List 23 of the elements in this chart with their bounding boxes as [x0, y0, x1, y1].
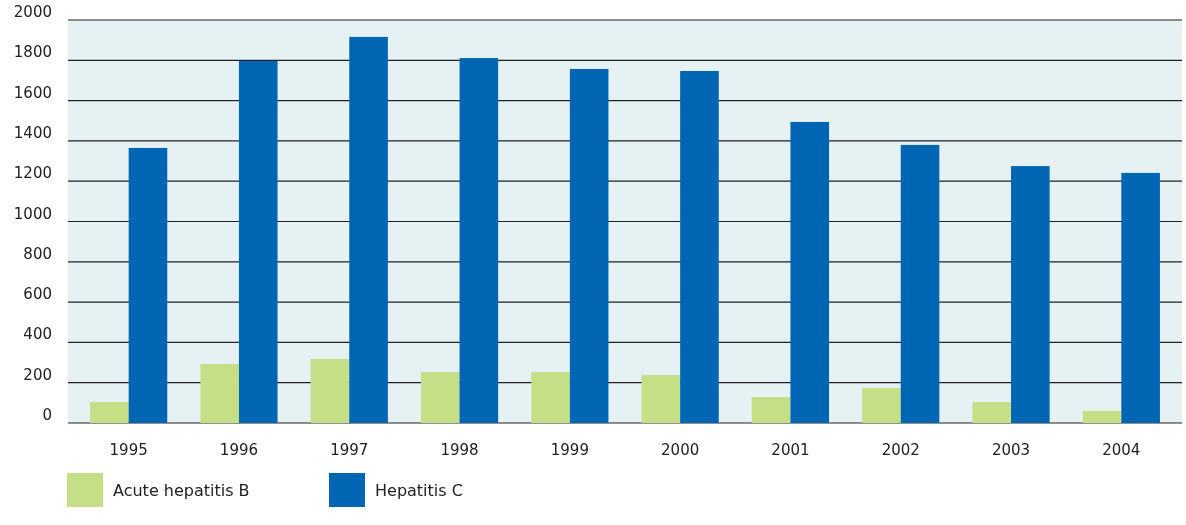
y-tick-label: 200	[23, 365, 52, 384]
y-tick-label: 1400	[13, 123, 52, 142]
y-tick-label: 800	[23, 244, 52, 263]
y-tick-label: 0	[42, 406, 52, 424]
y-tick-label: 2000	[13, 3, 52, 21]
y-tick-label: 1000	[13, 204, 52, 223]
x-tick-label: 2004	[1102, 441, 1141, 459]
legend-label: Acute hepatitis B	[113, 481, 250, 500]
x-tick-label: 2003	[991, 441, 1031, 459]
x-tick-label: 1995	[109, 441, 148, 459]
y-tick-label: 400	[23, 325, 52, 344]
y-tick-label: 1200	[13, 164, 52, 183]
x-tick-label: 1996	[219, 441, 259, 459]
y-tick-label: 1800	[13, 43, 52, 62]
legend-label: Hepatitis C	[375, 481, 463, 500]
x-tick-label: 1997	[330, 441, 369, 459]
y-tick-label: 1600	[13, 83, 52, 102]
x-tick-label: 2000	[661, 441, 700, 459]
x-tick-label: 1998	[440, 441, 479, 459]
x-tick-label: 2001	[771, 441, 810, 459]
x-tick-label: 2002	[881, 441, 920, 459]
x-tick-label: 1999	[550, 441, 589, 459]
y-tick-label: 600	[23, 285, 52, 304]
